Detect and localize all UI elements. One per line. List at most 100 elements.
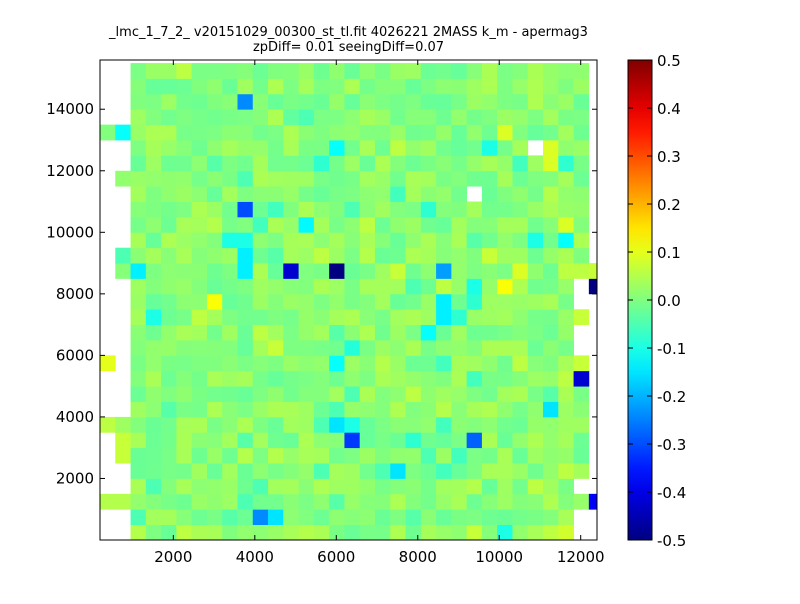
heatmap-cell [130,186,147,202]
heatmap-cell [222,140,238,156]
heatmap-cell [176,324,193,341]
plot-border [99,59,598,541]
heatmap-cell [237,463,254,479]
heatmap-cell [191,463,208,479]
heatmap-cell [405,124,422,141]
heatmap-cell [436,93,452,110]
heatmap-cell [283,216,299,233]
heatmap-cell [497,232,513,249]
heatmap-cell [558,401,574,418]
heatmap-cell [161,78,177,95]
heatmap-cell [222,447,238,464]
heatmap-cell [512,247,529,264]
heatmap-cell [527,63,544,79]
x-tick-label: 8000 [399,548,437,566]
heatmap-cell [145,416,162,433]
heatmap-cell [222,155,238,172]
heatmap-cell [451,78,468,95]
heatmap-cell [268,463,284,479]
heatmap-cell [558,447,574,464]
heatmap-cell [374,78,391,95]
heatmap-cell [466,93,483,110]
heatmap-cell [451,232,468,249]
heatmap-cell [176,124,193,141]
heatmap-cell [130,93,147,110]
heatmap-cell [359,293,376,310]
heatmap-cell [145,493,162,510]
heatmap-cell [222,216,238,233]
heatmap-cell [313,309,330,326]
heatmap-cell [451,293,468,310]
heatmap-cell [527,186,544,202]
heatmap-cell [237,309,254,326]
heatmap-cell [283,247,299,264]
x-axis: 2000 4000 6000 8000 10000 12000 [154,60,605,566]
heatmap-cell [405,447,422,464]
heatmap-cell [420,170,437,187]
heatmap-cell [176,524,193,541]
heatmap-cell [405,493,422,510]
heatmap-cell [237,509,254,526]
heatmap-cell [497,124,513,141]
heatmap-cell [344,124,361,141]
heatmap-cell [344,155,361,172]
heatmap-cell [313,78,330,95]
heatmap-cell [466,340,483,356]
heatmap-cell [206,155,223,172]
heatmap-cell [176,170,193,187]
heatmap-cell [145,293,162,310]
heatmap-cell [145,109,162,126]
heatmap-cell [298,324,315,341]
heatmap-cell [543,278,559,295]
heatmap-cell [543,232,559,249]
heatmap-cell [374,309,391,326]
heatmap-cell [176,447,193,464]
heatmap-cell [176,416,193,433]
heatmap-cell [436,401,452,418]
heatmap-cell [466,155,483,172]
heatmap-cell [176,278,193,295]
heatmap-cell [481,324,498,341]
heatmap-cell [268,386,284,402]
heatmap-cell [543,309,559,326]
heatmap-cell [222,247,238,264]
heatmap-cell [191,140,208,156]
heatmap-cell [313,524,330,541]
heatmap-cell [390,263,406,279]
heatmap-cell [283,170,299,187]
colorbar-tick-label: -0.1 [657,340,686,358]
heatmap-cell [512,447,529,464]
heatmap-cell [466,232,483,249]
heatmap-cell [481,309,498,326]
heatmap-cell [344,109,361,126]
heatmap-cell [558,478,574,495]
heatmap-cell [313,216,330,233]
heatmap-cell [420,140,437,156]
heatmap-cell [374,140,391,156]
heatmap-cell [206,463,223,479]
heatmap-cell [206,309,223,326]
heatmap-cell [329,63,345,79]
heatmap-cell [298,309,315,326]
heatmap-cell [451,201,468,218]
heatmap-cell [466,463,483,479]
heatmap-cell [206,124,223,141]
heatmap-cell [374,93,391,110]
heatmap-cell [374,463,391,479]
heatmap-cell [161,355,177,372]
heatmap-cell [237,63,254,79]
heatmap-cell [543,478,559,495]
heatmap-cell [206,186,223,202]
heatmap-cell [329,478,345,495]
heatmap-cell [573,386,590,402]
heatmap-cell [176,140,193,156]
heatmap-cell [543,93,559,110]
heatmap-cell [222,63,238,79]
heatmap-cell [344,216,361,233]
heatmap-cell [344,263,361,279]
heatmap-cell [344,432,361,449]
heatmap-cell [252,463,269,479]
heatmap-cell [543,509,559,526]
y-tick-label: 6000 [56,346,94,364]
heatmap-cell [268,493,284,510]
